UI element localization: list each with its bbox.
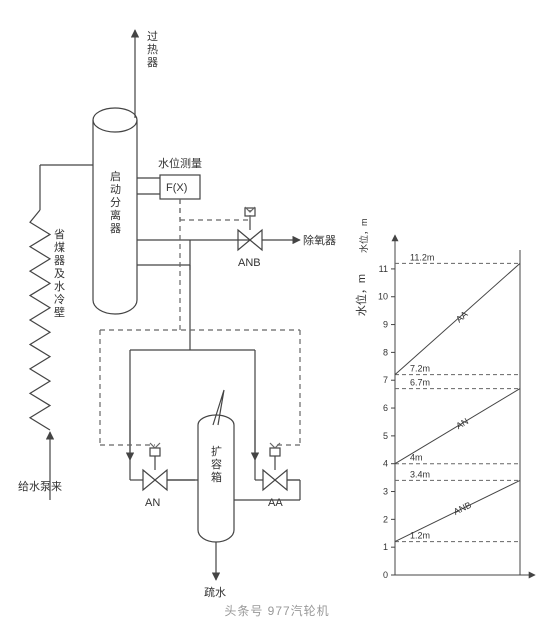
svg-text:1.2m: 1.2m <box>410 531 430 541</box>
watermark-text: 头条号 977汽轮机 <box>0 602 554 619</box>
svg-text:过热器: 过热器 <box>147 30 158 69</box>
svg-text:1: 1 <box>383 542 388 552</box>
svg-text:F(X): F(X) <box>166 182 187 194</box>
svg-text:4m: 4m <box>410 453 423 463</box>
svg-text:7: 7 <box>383 375 388 385</box>
svg-text:AN: AN <box>145 497 160 509</box>
svg-text:除氧器: 除氧器 <box>303 233 336 247</box>
water-level-chart: 0 1 2 3 4 5 6 7 8 9 10 11 水位，m 水位，m 11.2m 7.2m 6.7m 4m 3.4… <box>354 219 535 581</box>
svg-text:10: 10 <box>378 292 388 302</box>
svg-text:AN: AN <box>454 416 470 431</box>
svg-text:给水泵来: 给水泵来 <box>18 480 62 493</box>
svg-text:AA: AA <box>268 497 283 509</box>
svg-text:水位，m: 水位，m <box>358 219 369 254</box>
svg-text:11: 11 <box>379 264 388 274</box>
svg-text:8: 8 <box>383 347 388 357</box>
svg-text:扩容箱: 扩容箱 <box>211 444 222 484</box>
svg-text:水位测量: 水位测量 <box>158 156 202 170</box>
svg-text:启动分离器: 启动分离器 <box>110 170 121 235</box>
svg-text:9: 9 <box>383 320 388 330</box>
svg-text:3: 3 <box>383 487 388 497</box>
svg-text:7.2m: 7.2m <box>410 364 430 374</box>
svg-text:11.2m: 11.2m <box>410 252 434 262</box>
svg-text:疏水: 疏水 <box>204 585 226 599</box>
svg-text:ANB: ANB <box>238 257 261 269</box>
svg-text:5: 5 <box>383 431 388 441</box>
svg-text:省煤器及水冷壁: 省煤器及水冷壁 <box>54 228 65 319</box>
svg-text:2: 2 <box>383 514 388 524</box>
svg-text:6.7m: 6.7m <box>410 378 430 388</box>
svg-text:0: 0 <box>383 570 388 580</box>
svg-text:ANB: ANB <box>452 500 473 517</box>
svg-text:4: 4 <box>383 459 388 469</box>
process-diagram: 启动分离器 过热器给水泵来 省煤器及水冷壁 F(X) 水位测量 ANB 除氧器 AN AA 扩容箱… <box>18 30 336 599</box>
svg-text:6: 6 <box>383 403 388 413</box>
svg-text:3.4m: 3.4m <box>410 469 430 479</box>
svg-text:AA: AA <box>454 309 470 324</box>
svg-text:水位，m: 水位，m <box>354 274 368 316</box>
